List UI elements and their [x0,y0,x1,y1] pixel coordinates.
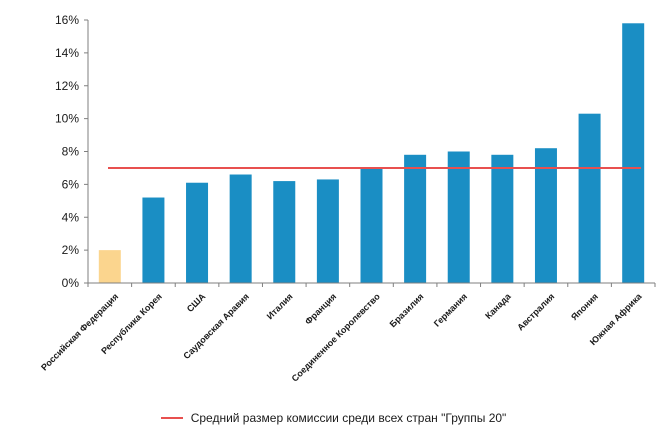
y-tick-label: 2% [62,243,80,257]
x-category-label: США [185,291,208,314]
bar [404,155,426,283]
bar [273,181,295,283]
legend: Средний размер комиссии среди всех стран… [0,408,667,428]
x-category-label: Канада [483,291,513,321]
bar-chart: 0% 2% 4% 6% 8% 10% 12% 14% 16% Российская Федера… [0,0,667,405]
y-tick-label: 8% [62,145,80,159]
y-tick-label: 4% [62,210,80,224]
bar [99,250,121,283]
y-tick-label: 12% [55,79,79,93]
x-category-label: Российская Федерация [39,291,120,372]
bar [361,168,383,283]
y-tick-label: 16% [55,13,79,27]
legend-label: Средний размер комиссии среди всех стран… [191,411,507,425]
x-category-label: Италия [265,291,295,321]
x-category-label: Франция [303,291,338,326]
x-category-label: Япония [569,291,600,322]
x-category-label: Бразилия [388,291,426,329]
y-tick-label: 10% [55,112,79,126]
x-category-label: Германия [432,291,469,328]
x-category-label: Соединенное Королевство [290,291,383,384]
y-axis: 0% 2% 4% 6% 8% 10% 12% 14% 16% [55,13,88,290]
bar [448,152,470,284]
x-category-label: Австралия [515,291,556,332]
x-axis [88,283,655,287]
y-tick-label: 6% [62,177,80,191]
legend-line-swatch [161,417,183,419]
bars [99,23,644,283]
bar [186,183,208,283]
bar [230,175,252,283]
bar [142,198,164,283]
bar [579,114,601,283]
y-tick-label: 0% [62,276,80,290]
bar [317,179,339,283]
y-tick-label: 14% [55,46,79,60]
bar [491,155,513,283]
bar [622,23,644,283]
